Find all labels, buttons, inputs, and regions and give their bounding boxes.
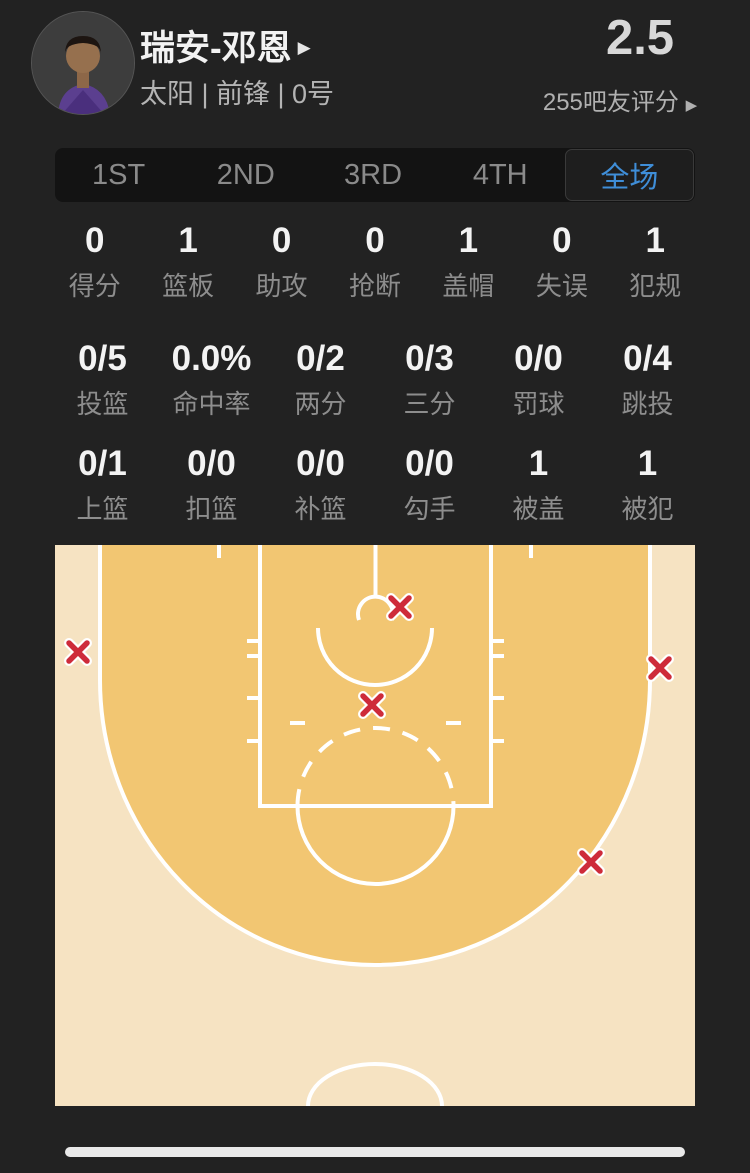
stat-fouls: 1 犯规 [629,221,682,301]
shot-chart [55,545,695,1150]
three-point-line [98,545,652,967]
stat-fg-pct: 0.0% 命中率 [171,339,252,419]
stat-2pt: 0/2 两分 [294,339,347,419]
stat-putback: 0/0 补篮 [294,444,347,524]
stat-3pt: 0/3 三分 [403,339,456,419]
tab-3rd[interactable]: 3RD [344,158,403,191]
stat-jumpshot: 0/4 跳投 [621,339,674,419]
tab-1st[interactable]: 1ST [92,158,146,191]
stat-points: 0 得分 [68,221,121,301]
stat-dunk: 0/0 扣篮 [185,444,238,524]
lane-hash-marks [247,639,504,743]
baseline-ticks [217,545,533,558]
stat-layup: 0/1 上篮 [76,444,129,524]
stat-ft: 0/0 罚球 [512,339,565,419]
missed-shot-marker [388,595,412,619]
player-avatar[interactable] [31,11,135,115]
tab-full-game[interactable]: 全场 [564,149,695,201]
paint-lane [258,545,493,808]
stat-row-shot-types: 0/1 上篮 0/0 扣篮 0/0 补篮 0/0 勾手 1 被盖 1 被犯 [48,443,702,525]
player-name-text: 瑞安-邓恩 [140,29,292,68]
quarter-tabbar: 1ST 2ND 3RD 4TH 全场 [55,148,695,202]
free-throw-circle-bottom [295,805,456,886]
chevron-right-icon: ▶ [685,97,698,114]
stat-hook: 0/0 勾手 [403,444,456,524]
stat-assists: 0 助攻 [255,221,308,301]
stat-row-shooting: 0/5 投篮 0.0% 命中率 0/2 两分 0/3 三分 0/0 罚球 0/4 跳投 [48,338,702,420]
home-indicator-handle[interactable] [65,1147,685,1157]
missed-shot-marker [360,693,384,717]
rating-value: 2.5 [605,11,675,65]
stat-got-blocked: 1 被盖 [512,444,565,524]
stat-row-basic: 0 得分 1 篮板 0 助攻 0 抢断 1 盖帽 0 失误 1 犯规 [48,220,702,302]
missed-shots-layer [64,593,674,876]
tab-2nd[interactable]: 2ND [216,158,275,191]
chevron-right-icon: ▶ [297,37,311,57]
restricted-area-arc [316,627,434,687]
stat-blocks: 1 盖帽 [442,221,495,301]
player-name[interactable]: 瑞安-邓恩 ▶ [140,20,311,71]
tab-4th[interactable]: 4TH [472,158,528,191]
three-point-zone [100,545,650,965]
rating-caption-text: 255吧友评分 [542,89,679,116]
stat-rebounds: 1 篮板 [162,221,215,301]
stat-steals: 0 抢断 [348,221,401,301]
stat-fg: 0/5 投篮 [76,339,129,419]
player-headshot-graphic [32,12,134,114]
missed-shot-marker [648,656,672,680]
half-court-graphic [55,545,695,1150]
free-throw-circle-top [295,726,456,807]
missed-shot-marker [66,640,90,664]
rating-caption-link[interactable]: 255吧友评分 ▶ [500,82,740,117]
stat-fouled: 1 被犯 [621,444,674,524]
player-meta: 太阳 | 前锋 | 0号 [140,79,335,109]
missed-shot-marker [579,850,603,874]
stat-turnovers: 0 失误 [535,221,588,301]
